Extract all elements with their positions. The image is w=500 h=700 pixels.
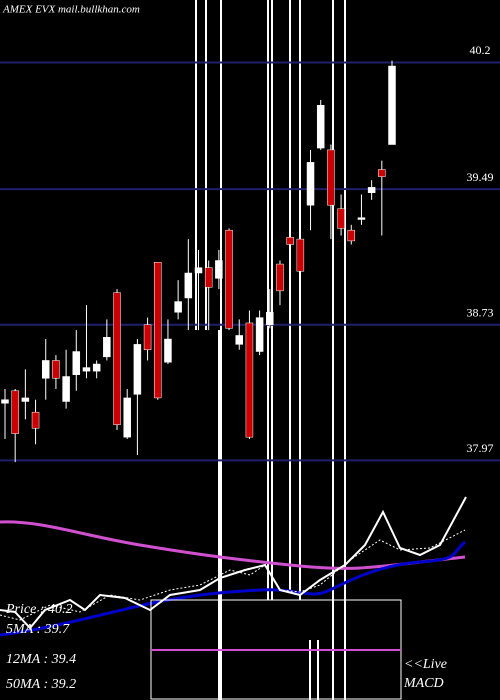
candle-body (306, 162, 315, 206)
candle-body (154, 262, 162, 399)
info-label: 5MA : 39.7 (6, 622, 70, 637)
volume-bar (195, 0, 346, 700)
candle-body (143, 324, 152, 350)
y-tick-label: 39.49 (467, 170, 494, 184)
candle-body (327, 149, 335, 206)
chart-title: AMEX EVX mail.bullkhan.com (2, 4, 140, 16)
candle-body (21, 397, 30, 402)
candle-body (123, 397, 131, 438)
candle-body (296, 238, 305, 272)
ma5-line (0, 529, 466, 621)
candle-body (235, 335, 243, 345)
candle-body (11, 390, 19, 434)
ma12-line (0, 540, 466, 637)
candle-body (388, 65, 396, 145)
candle-body (215, 260, 223, 279)
candle-body (72, 351, 81, 375)
volume-lines (195, 0, 346, 700)
candle-body (255, 317, 264, 352)
candle-body (133, 344, 142, 395)
info-label: Price : 40.2 (5, 602, 72, 617)
candle-body (245, 322, 254, 438)
candle-body (41, 360, 50, 379)
candle-body (316, 105, 325, 149)
candle-body (31, 411, 40, 429)
candle-body (225, 229, 233, 329)
candle-body (204, 267, 213, 288)
candle-body (266, 312, 274, 326)
candle-body (103, 336, 111, 358)
candle-body (378, 169, 386, 177)
live-label: <<Live (404, 657, 447, 672)
candle-body (357, 217, 366, 220)
candle-body (82, 367, 91, 372)
candle-body (62, 376, 70, 402)
y-tick-label: 37.97 (467, 441, 494, 455)
candle-body (164, 338, 172, 363)
y-tick-label: 38.73 (467, 306, 494, 320)
candles (1, 60, 396, 463)
candle-body (347, 229, 356, 242)
candle-body (184, 272, 193, 299)
candle-body (276, 263, 284, 292)
candle-body (174, 301, 182, 313)
price-line (0, 496, 467, 630)
candle-body (1, 399, 9, 404)
candle-body (113, 292, 121, 425)
candle-body (367, 187, 376, 193)
candle-body (52, 360, 60, 379)
candle-body (92, 363, 101, 372)
y-tick-label: 40.2 (470, 43, 491, 57)
candle-body (286, 237, 294, 245)
indicator-panel (0, 496, 467, 700)
info-label: 50MA : 39.2 (6, 677, 76, 692)
ma50-line (0, 520, 466, 570)
info-label: 12MA : 39.4 (6, 652, 76, 667)
candle-body (194, 267, 203, 274)
live-label: MACD (403, 676, 444, 691)
candle-body (337, 208, 345, 229)
